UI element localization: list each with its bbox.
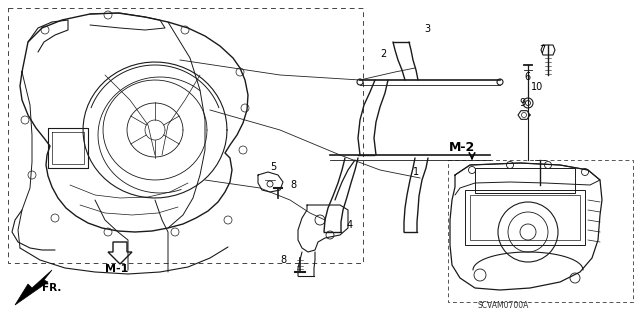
- Text: 9: 9: [519, 98, 525, 108]
- Text: 6: 6: [524, 72, 530, 82]
- Text: 5: 5: [270, 162, 276, 172]
- Text: FR.: FR.: [42, 283, 61, 293]
- Text: 3: 3: [424, 24, 430, 34]
- Bar: [470, 195, 580, 240]
- Text: 8: 8: [280, 255, 286, 265]
- Text: 4: 4: [347, 220, 353, 230]
- Text: 10: 10: [531, 82, 543, 92]
- Bar: [8, 8, 363, 263]
- Text: M-2: M-2: [449, 141, 476, 154]
- Text: 2: 2: [380, 49, 387, 59]
- Bar: [465, 190, 585, 245]
- Text: 8: 8: [290, 180, 296, 190]
- Text: SCVAM0700A: SCVAM0700A: [477, 301, 529, 310]
- Text: M-1: M-1: [105, 264, 129, 274]
- Bar: [448, 160, 633, 302]
- Polygon shape: [15, 270, 52, 305]
- Text: 7: 7: [539, 45, 545, 55]
- Text: 1: 1: [413, 167, 419, 177]
- Bar: [475, 168, 575, 193]
